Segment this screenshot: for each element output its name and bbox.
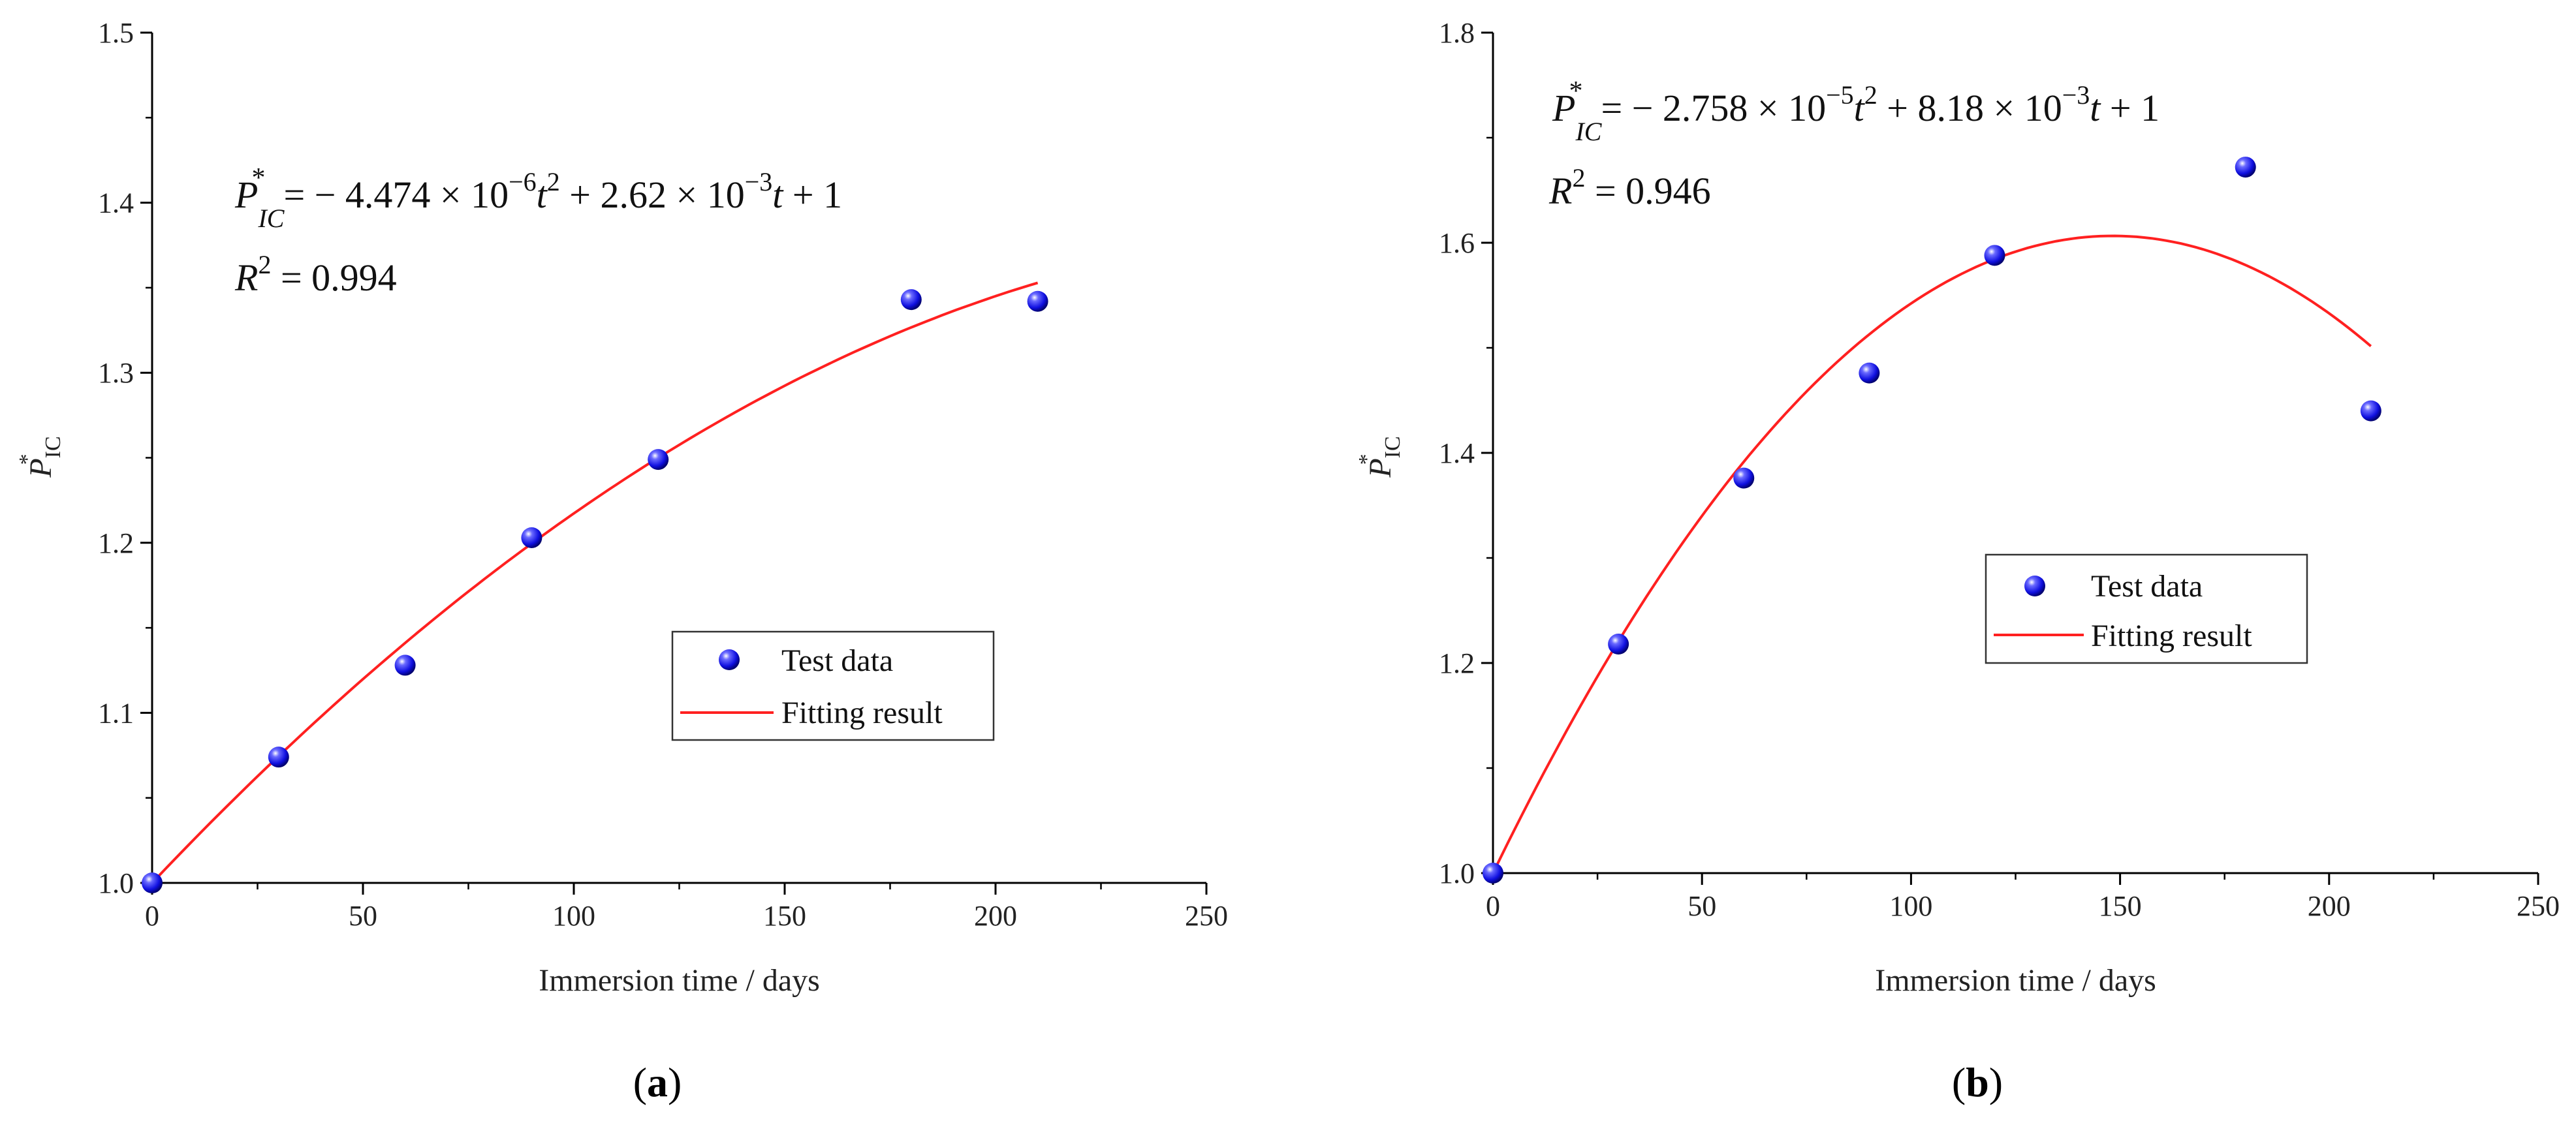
x-tick-label: 200 <box>974 900 1017 932</box>
y-tick-label: 1.0 <box>98 867 134 899</box>
y-tick-label: 1.0 <box>1439 857 1475 889</box>
x-tick-label: 50 <box>349 900 377 932</box>
data-point <box>1859 362 1880 384</box>
data-point <box>2235 157 2256 178</box>
axes: 0 50 100 150 200 250 1.0 1.1 1.2 1.3 1.4 1.5 Immersi… <box>15 17 1228 998</box>
y-tick-label: 1.2 <box>98 527 134 559</box>
data-point <box>1027 290 1048 312</box>
fitting-curve <box>1492 234 2372 874</box>
data-point <box>1608 634 1629 655</box>
data-point <box>142 872 163 893</box>
y-tick-label: 1.3 <box>98 357 134 389</box>
x-axis-title: Immersion time / days <box>539 963 820 998</box>
data-point <box>268 747 289 768</box>
y-tick-label: 1.4 <box>98 187 134 219</box>
test-data-points <box>1483 157 2381 884</box>
data-point <box>1483 863 1503 884</box>
chart-panel-b: 0 50 100 150 200 250 1.0 1.2 1.4 1.6 1.8 Immersion … <box>1355 17 2560 1105</box>
x-tick-label: 100 <box>552 900 595 932</box>
panel-label-a: (a) <box>633 1059 682 1105</box>
legend-marker-test-data <box>719 649 740 670</box>
r-squared: R2 = 0.946 <box>1548 163 1711 212</box>
legend-box <box>671 630 995 741</box>
y-axis-title: PIC* <box>15 436 65 478</box>
panel-label-b: (b) <box>1952 1059 2003 1105</box>
y-axis-title: PIC* <box>1355 436 1405 478</box>
axes: 0 50 100 150 200 250 1.0 1.2 1.4 1.6 1.8 Immersion … <box>1355 17 2560 998</box>
y-tick-label: 1.4 <box>1439 437 1475 469</box>
fit-line <box>151 281 1039 884</box>
legend-label-test-data: Test data <box>781 643 893 678</box>
x-tick-label: 100 <box>1889 890 1932 922</box>
x-tick-label: 250 <box>1185 900 1228 932</box>
y-tick-label: 1.8 <box>1439 17 1475 49</box>
legend-label-test-data: Test data <box>2091 569 2203 604</box>
fit-equation: PIC* = − 4.474 × 10−6t2 + 2.62 × 10−3t + … <box>234 163 842 233</box>
data-point <box>1984 245 2005 266</box>
data-point <box>521 527 542 548</box>
test-data-points <box>142 289 1048 893</box>
y-tick-label: 1.1 <box>98 697 134 729</box>
r-squared: R2 = 0.994 <box>234 250 397 299</box>
y-tick-label: 1.6 <box>1439 227 1475 259</box>
x-tick-label: 0 <box>1486 890 1500 922</box>
data-point <box>900 289 922 311</box>
legend-label-fitting-result: Fitting result <box>2091 619 2252 653</box>
x-tick-label: 150 <box>2099 890 2142 922</box>
x-tick-label: 200 <box>2308 890 2351 922</box>
x-axis-title: Immersion time / days <box>1875 963 2156 998</box>
y-tick-label: 1.5 <box>98 17 134 49</box>
x-tick-label: 50 <box>1688 890 1716 922</box>
data-point <box>394 655 416 676</box>
data-point <box>1733 467 1755 489</box>
x-tick-label: 250 <box>2517 890 2560 922</box>
legend: Test data Fitting result <box>671 630 995 741</box>
x-tick-label: 0 <box>145 900 159 932</box>
data-point <box>648 449 669 470</box>
legend: Test data Fitting result <box>1985 553 2308 664</box>
fitting-curve <box>151 281 1039 884</box>
legend-marker-test-data <box>2024 576 2045 596</box>
fit-line <box>1492 234 2372 874</box>
fit-equation: PIC* = − 2.758 × 10−5t2 + 8.18 × 10−3t + … <box>1552 76 2160 146</box>
legend-box <box>1985 553 2308 664</box>
legend-label-fitting-result: Fitting result <box>781 696 943 730</box>
data-point <box>2360 400 2381 422</box>
x-tick-label: 150 <box>763 900 806 932</box>
y-tick-label: 1.2 <box>1439 647 1475 679</box>
chart-panel-a: 0 50 100 150 200 250 1.0 1.1 1.2 1.3 1.4 1.5 Immersi… <box>15 17 1228 1105</box>
